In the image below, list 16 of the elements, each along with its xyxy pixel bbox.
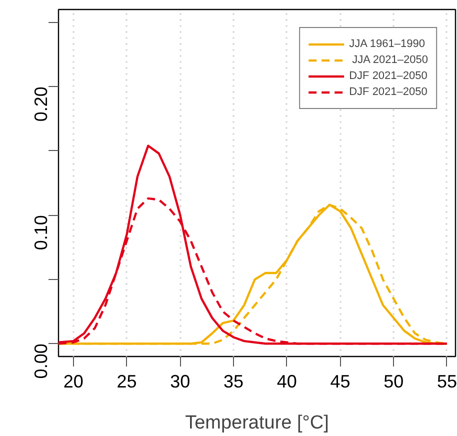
- x-axis-title: Temperature [°C]: [185, 412, 329, 434]
- x-tick-label: 40: [276, 372, 297, 392]
- legend-label: DJF 2021–2050: [349, 85, 428, 100]
- y-tick-label: 0.20: [31, 86, 51, 122]
- y-tick-label: 0.10: [31, 215, 51, 250]
- x-tick-label: 45: [330, 372, 350, 392]
- legend-label: JJA 2021–2050: [351, 53, 428, 68]
- x-tick-label: 50: [384, 372, 404, 392]
- x-tick-label: 30: [170, 372, 190, 392]
- legend-label: DJF 2021–2050: [349, 69, 428, 84]
- x-tick-label: 55: [436, 372, 457, 392]
- legend-label: JJA 1961–1990: [349, 37, 425, 52]
- y-tick-label: 0.00: [31, 344, 51, 379]
- x-tick-label: 20: [63, 372, 84, 392]
- x-tick-label: 25: [116, 372, 137, 392]
- x-tick-label: 35: [224, 372, 244, 392]
